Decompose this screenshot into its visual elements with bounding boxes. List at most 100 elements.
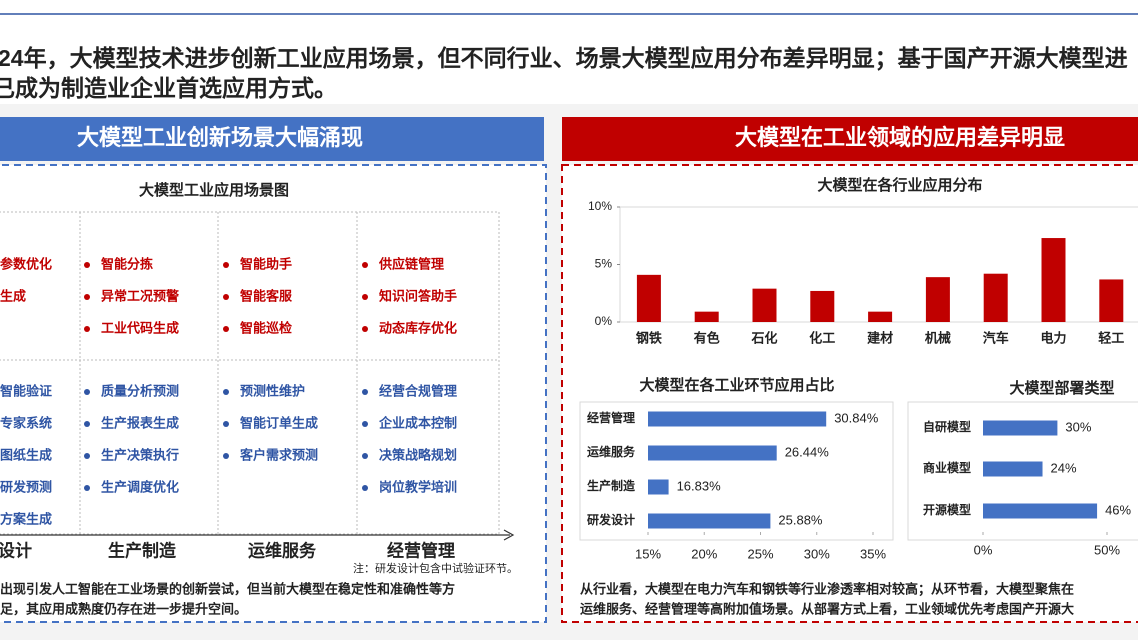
right-summary: 运维服务、经营管理等高附加值场景。从部署方式上看，工业领域优先考虑国产开源大 (580, 601, 1074, 616)
scenario-item: 方案生成 (0, 511, 52, 526)
value-label: 30% (1065, 419, 1091, 434)
bar (752, 288, 777, 322)
bullet (223, 326, 229, 332)
headline: 已成为制造业企业首选应用方式。 (0, 75, 337, 101)
scenario-item: 生产报表生成 (101, 415, 179, 430)
scenario-item: 生产调度优化 (101, 479, 179, 494)
y-tick-label: 生产制造 (587, 478, 636, 493)
y-tick-label: 商业模型 (923, 460, 971, 475)
bar (983, 503, 1098, 519)
bar (1099, 279, 1124, 322)
bullet (84, 485, 90, 491)
bar (925, 277, 950, 322)
map-title: 大模型工业应用场景图 (139, 181, 289, 199)
scenario-item: 客户需求预测 (240, 447, 318, 462)
scenario-item: 动态库存优化 (379, 320, 457, 335)
left-frame (0, 164, 547, 623)
bullet (362, 262, 368, 268)
x-tick-label: 化工 (809, 330, 835, 345)
bullet (223, 294, 229, 300)
bullet (84, 453, 90, 459)
y-tick-label: 自研模型 (923, 419, 971, 434)
bullet (362, 389, 368, 395)
bullet (223, 421, 229, 427)
x-tick-label: 石化 (750, 330, 777, 345)
scenario-item: 知识问答助手 (379, 288, 457, 303)
column-label: 经营管理 (387, 540, 455, 560)
scenario-item: 专家系统 (0, 415, 52, 430)
x-tick-label: 有色 (694, 330, 720, 345)
column-label: 运维服务 (248, 540, 317, 560)
bar (648, 479, 669, 495)
map-note: 注：研发设计包含中试验证环节。 (353, 561, 518, 575)
y-tick-label: 5% (595, 257, 613, 271)
bullet (223, 262, 229, 268)
bar (810, 290, 835, 322)
y-tick-label: 0% (595, 314, 613, 328)
x-tick-label: 机械 (925, 330, 951, 345)
y-tick-label: 研发设计 (587, 512, 635, 527)
scenario-item: 决策战略规划 (379, 447, 457, 462)
bullet (84, 421, 90, 427)
bullet (362, 326, 368, 332)
bar (694, 311, 719, 322)
right-header-bg (562, 117, 1138, 161)
bullet (362, 421, 368, 427)
scenario-item: 智能分拣 (101, 256, 153, 271)
value-label: 25.88% (778, 512, 823, 527)
right-summary: 从行业看，大模型在电力汽车和钢铁等行业渗透率相对较高；从环节看，大模型聚焦在 (580, 581, 1074, 597)
value-label: 26.44% (785, 444, 830, 459)
x-tick-label: 30% (804, 546, 830, 561)
left-header-bg (0, 117, 544, 161)
value-label: 16.83% (677, 478, 722, 493)
bar (648, 445, 777, 461)
scenario-item: 图纸生成 (0, 447, 52, 462)
y-tick-label: 10% (588, 199, 612, 213)
scenario-item: 预测性维护 (240, 383, 305, 398)
scenario-item: 企业成本控制 (378, 415, 457, 430)
chart-title: 大模型部署类型 (1009, 379, 1114, 397)
bullet (84, 326, 90, 332)
x-tick-label: 35% (860, 546, 886, 561)
scenario-item: 质量分析预测 (101, 383, 179, 398)
scenario-item: 研发预测 (0, 479, 52, 494)
bullet (362, 485, 368, 491)
bar (983, 273, 1008, 322)
scenario-item: 供应链管理 (378, 256, 444, 271)
x-tick-label: 汽车 (983, 330, 1009, 345)
x-tick-label: 20% (691, 546, 717, 561)
scenario-item: 生产决策执行 (101, 447, 179, 462)
bar (1041, 238, 1066, 322)
chart-frame (907, 401, 1138, 541)
x-tick-label: 电力 (1040, 330, 1066, 345)
x-tick-label: 15% (635, 546, 661, 561)
bullet (84, 389, 90, 395)
left-summary: 出现引发人工智能在工业场景的创新尝试，但当前大模型在稳定性和准确性等方 (0, 581, 455, 596)
chart-frame (579, 401, 894, 541)
left-header: 大模型工业创新场景大幅涌现 (77, 125, 363, 150)
x-tick-label: 轻工 (1098, 330, 1124, 345)
scenario-item: 经营合规管理 (379, 383, 457, 398)
map-grid (0, 211, 500, 535)
x-tick-label: 建材 (867, 330, 893, 345)
bullet (84, 294, 90, 300)
column-label: 生产制造 (108, 540, 177, 560)
x-tick-label: 25% (747, 546, 773, 561)
bar (648, 513, 771, 529)
x-tick-label: 钢铁 (636, 330, 662, 345)
y-tick-label: 运维服务 (587, 444, 636, 459)
y-tick-label: 开源模型 (923, 502, 971, 517)
x-tick-label: 0% (974, 542, 993, 557)
chart-title: 大模型在各行业应用分布 (817, 176, 982, 194)
scenario-item: 智能助手 (240, 256, 292, 271)
scenario-item: 生成 (0, 288, 26, 303)
x-tick-label: 50% (1094, 542, 1120, 557)
bullet (362, 294, 368, 300)
scenario-item: 异常工况预警 (101, 288, 179, 303)
bullet (362, 453, 368, 459)
scenario-item: 智能巡检 (240, 320, 292, 335)
scenario-item: 智能客服 (240, 288, 293, 303)
value-label: 30.84% (834, 410, 879, 425)
bar (983, 461, 1043, 477)
bar (648, 411, 827, 427)
